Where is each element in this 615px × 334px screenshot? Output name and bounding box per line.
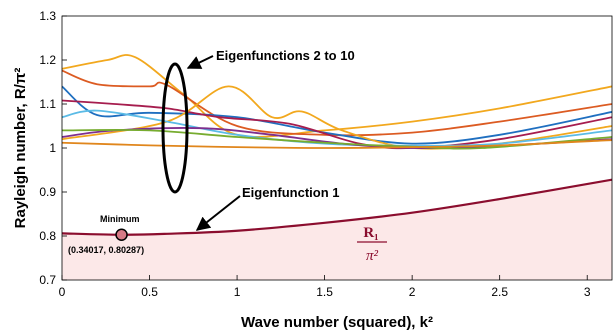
- x-axis-ticks: 0 0.5 1 1.5 2 2.5 3: [59, 275, 591, 299]
- eigenfunctions-2-10-arrow: [186, 55, 214, 69]
- eigenfunction-line-4: [62, 85, 612, 145]
- r1-numerator: R₁: [363, 225, 378, 241]
- minimum-marker: [115, 228, 128, 241]
- r1-denominator: π²: [366, 248, 379, 264]
- y-axis-label: Rayleigh number, R/π²: [12, 68, 29, 229]
- x-tick-label: 1: [234, 285, 241, 299]
- minimum-coords-label: (0.34017, 0.80287): [68, 245, 144, 255]
- y-tick-label: 0.7: [39, 273, 56, 287]
- x-tick-label: 2.5: [491, 285, 508, 299]
- y-tick-label: 1.1: [39, 97, 56, 111]
- x-tick-label: 2: [409, 285, 416, 299]
- y-tick-label: 0.9: [39, 185, 56, 199]
- eigenfunctions-loop: [161, 62, 189, 194]
- eigenfunctions-2-10-label: Eigenfunctions 2 to 10: [216, 48, 355, 63]
- x-tick-label: 0: [59, 285, 66, 299]
- x-tick-label: 1.5: [316, 285, 333, 299]
- y-axis-ticks: 0.7 0.8 0.9 1 1.1 1.2 1.3: [39, 9, 67, 287]
- series-lines: [62, 54, 612, 236]
- y-tick-label: 1.2: [39, 53, 56, 67]
- y-tick-label: 1: [49, 141, 56, 155]
- minimum-label: Minimum: [100, 214, 140, 224]
- eigenfunction-line-2: [62, 54, 612, 138]
- eigenfunction-1-arrow: [195, 195, 241, 231]
- y-tick-label: 0.8: [39, 229, 56, 243]
- eigenfunction-1-label: Eigenfunction 1: [242, 185, 340, 200]
- x-axis-label: Wave number (squared), k²: [241, 314, 433, 331]
- eigenfunction-line-3: [62, 69, 612, 137]
- x-tick-label: 3: [584, 285, 591, 299]
- y-tick-label: 1.3: [39, 9, 56, 23]
- x-tick-label: 0.5: [141, 285, 158, 299]
- shaded-region-under-eigenfunction-1: [62, 179, 612, 280]
- eigenfunction-line-9: [62, 129, 612, 150]
- eigenfunction-1-line: [62, 178, 612, 236]
- eigenfunction-line-5: [62, 99, 612, 150]
- eigenfunction-line-10: [62, 139, 612, 149]
